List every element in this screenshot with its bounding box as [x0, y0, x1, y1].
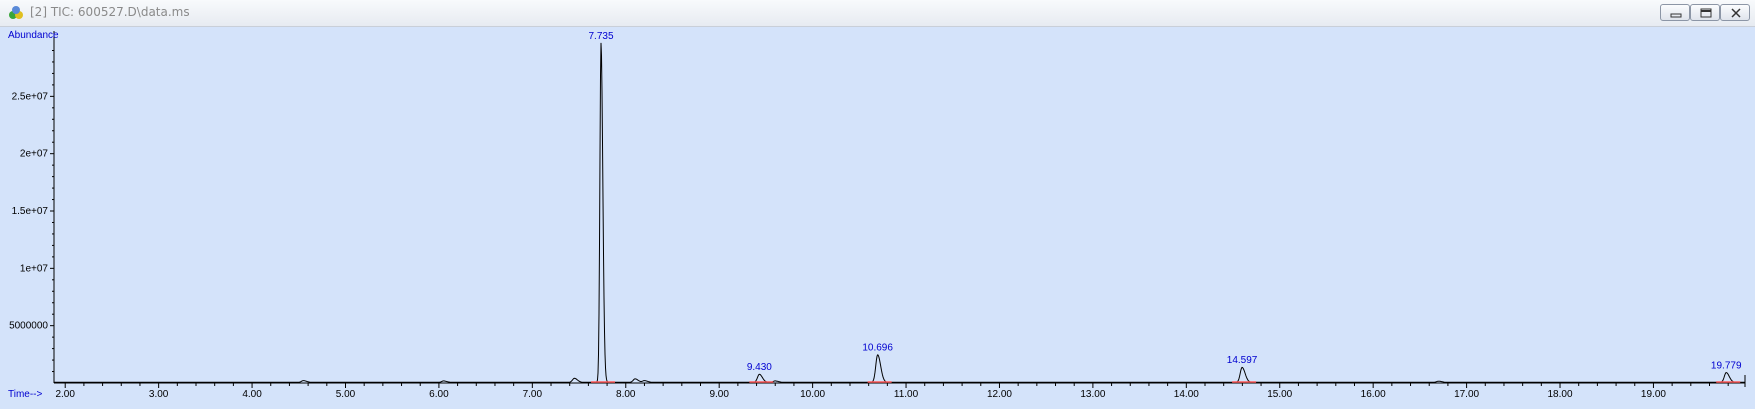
window-titlebar[interactable]: [2] TIC: 600527.D\data.ms [0, 0, 1755, 27]
chemstation-app-icon [9, 6, 23, 19]
chart-ticks: 2.00 3.00 4.00 5.00 6.00 7.00 8.00 9.00 10.00 11.… [9, 49, 1729, 400]
x-tick-label: 14.00 [1174, 389, 1199, 400]
x-tick-label: 9.00 [709, 389, 729, 400]
close-button[interactable] [1720, 4, 1750, 21]
restore-icon [1700, 8, 1712, 18]
y-tick-label: 2.5e+07 [12, 91, 49, 102]
x-tick-label: 6.00 [429, 389, 449, 400]
x-tick-label: 12.00 [987, 389, 1012, 400]
x-tick-label: 19.00 [1641, 389, 1666, 400]
restore-button[interactable] [1690, 4, 1720, 21]
x-tick-label: 11.00 [894, 389, 919, 400]
x-tick-label: 10.00 [800, 389, 825, 400]
x-axis-label: Time--> [8, 389, 43, 400]
minimize-icon [1670, 13, 1682, 18]
x-tick-label: 5.00 [336, 389, 356, 400]
tic-trace [54, 42, 1745, 383]
y-tick-label: 5000000 [9, 321, 48, 332]
peak-label: 10.696 [862, 342, 893, 353]
tic-chart: 2.00 3.00 4.00 5.00 6.00 7.00 8.00 9.00 10.00 11.… [0, 27, 1755, 409]
x-tick-label: 2.00 [55, 389, 75, 400]
x-tick-label: 17.00 [1454, 389, 1479, 400]
y-axis-label: Abundance [8, 30, 59, 41]
peak-label: 9.430 [747, 362, 772, 373]
chart-axes [53, 31, 1746, 387]
x-tick-label: 4.00 [242, 389, 262, 400]
x-tick-label: 18.00 [1548, 389, 1573, 400]
x-tick-label: 13.00 [1080, 389, 1105, 400]
x-tick-label: 16.00 [1361, 389, 1386, 400]
peak-label: 19.779 [1711, 360, 1742, 371]
y-tick-label: 1e+07 [20, 263, 49, 274]
close-icon [1731, 8, 1741, 18]
x-tick-label: 15.00 [1267, 389, 1292, 400]
plot-background [0, 27, 1755, 409]
window-title: [2] TIC: 600527.D\data.ms [30, 5, 190, 19]
minimize-button[interactable] [1660, 4, 1690, 21]
x-tick-label: 7.00 [523, 389, 543, 400]
peak-label: 7.735 [588, 31, 613, 42]
peak-labels: 7.735 9.430 10.696 14.597 19.779 [588, 31, 1741, 373]
y-tick-label: 2e+07 [20, 149, 49, 160]
y-tick-label: 1.5e+07 [12, 206, 49, 217]
x-tick-label: 8.00 [616, 389, 636, 400]
peak-label: 14.597 [1227, 355, 1258, 366]
x-tick-label: 3.00 [149, 389, 169, 400]
